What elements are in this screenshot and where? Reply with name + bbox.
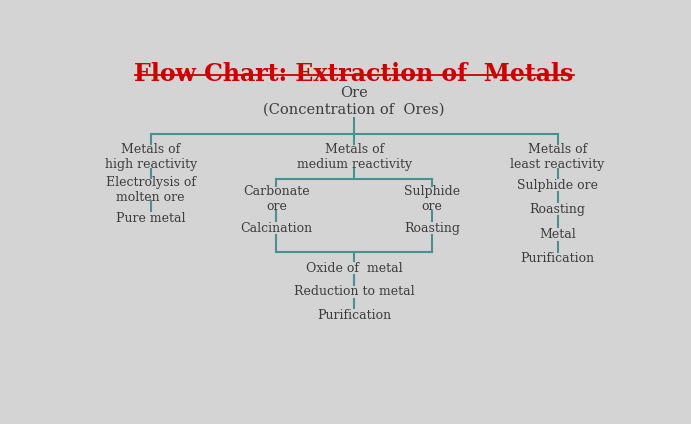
- Text: Roasting: Roasting: [404, 222, 460, 234]
- Text: Calcination: Calcination: [240, 222, 312, 234]
- Text: Metal: Metal: [539, 228, 576, 241]
- Text: Metals of
high reactivity: Metals of high reactivity: [104, 143, 197, 171]
- Text: Sulphide
ore: Sulphide ore: [404, 185, 460, 213]
- Text: Sulphide ore: Sulphide ore: [517, 179, 598, 192]
- Text: Purification: Purification: [317, 309, 391, 322]
- Text: Metals of
medium reactivity: Metals of medium reactivity: [296, 143, 412, 171]
- Text: Pure metal: Pure metal: [116, 212, 185, 225]
- Text: Electrolysis of
molten ore: Electrolysis of molten ore: [106, 176, 196, 204]
- Text: Purification: Purification: [520, 252, 595, 265]
- Text: Ore
(Concentration of  Ores): Ore (Concentration of Ores): [263, 86, 445, 117]
- Text: Flow Chart: Extraction of  Metals: Flow Chart: Extraction of Metals: [135, 62, 574, 86]
- Text: Reduction to metal: Reduction to metal: [294, 285, 415, 298]
- Text: Roasting: Roasting: [529, 203, 586, 216]
- Text: Oxide of  metal: Oxide of metal: [306, 262, 402, 275]
- Text: Carbonate
ore: Carbonate ore: [243, 185, 310, 213]
- Text: Metals of
least reactivity: Metals of least reactivity: [511, 143, 605, 171]
